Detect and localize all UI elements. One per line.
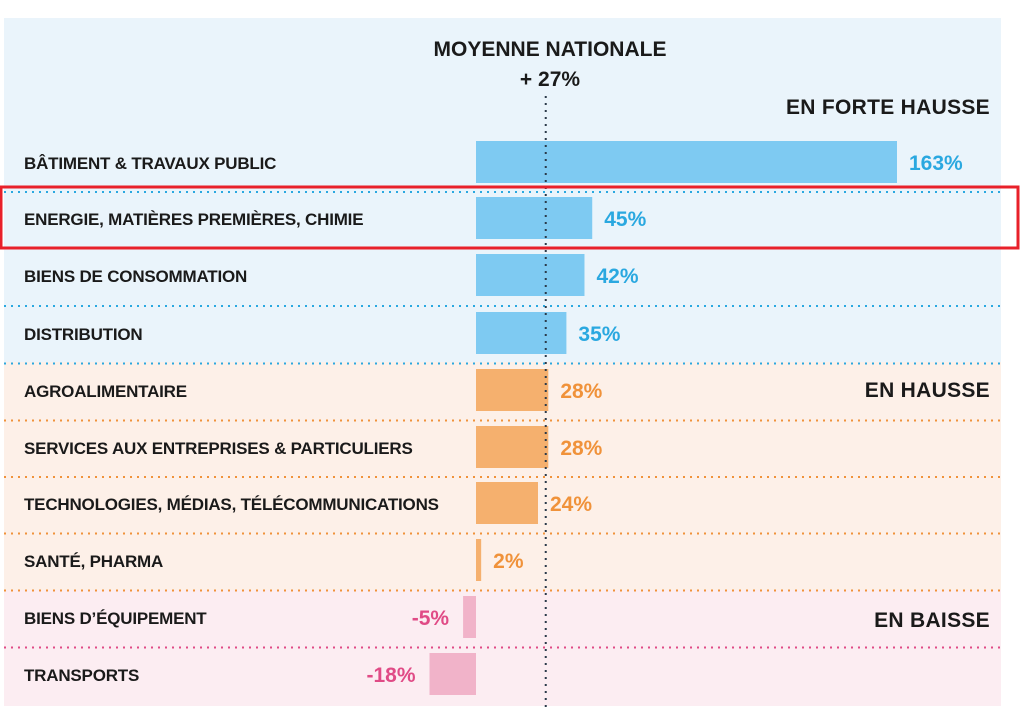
category-label: DISTRIBUTION (24, 325, 142, 344)
category-label: AGROALIMENTAIRE (24, 382, 187, 401)
bar-7 (476, 482, 538, 524)
average-title: MOYENNE NATIONALE (434, 38, 667, 61)
value-label: 35% (578, 323, 620, 346)
bar-3 (476, 254, 585, 296)
value-label: 28% (560, 437, 602, 460)
section-label-forte: EN FORTE HAUSSE (786, 96, 990, 119)
section-label-hausse: EN HAUSSE (865, 379, 990, 402)
category-label: TECHNOLOGIES, MÉDIAS, TÉLÉCOMMUNICATIONS (24, 495, 439, 514)
value-label: -18% (366, 664, 415, 687)
category-label: BÂTIMENT & TRAVAUX PUBLIC (24, 154, 276, 173)
value-label: 163% (909, 152, 963, 175)
category-label: TRANSPORTS (24, 666, 139, 685)
category-label: ENERGIE, MATIÈRES PREMIÈRES, CHIMIE (24, 210, 363, 229)
section-labels: EN FORTE HAUSSE EN HAUSSE EN BAISSE (786, 96, 990, 632)
bar-8 (476, 539, 482, 581)
bar-5 (476, 369, 549, 411)
section-background-forte (4, 18, 1001, 362)
value-label: 28% (560, 380, 602, 403)
bars (429, 141, 897, 695)
value-label: 42% (596, 265, 638, 288)
value-labels: 163% 45% 42% 35% 28% 28% 24% 2% -5% -18% (366, 152, 963, 687)
value-label: 45% (604, 208, 646, 231)
highlight-box (0, 185, 1020, 250)
category-label: BIENS DE CONSOMMATION (24, 267, 247, 286)
bar-1 (476, 141, 897, 183)
value-label: 24% (550, 493, 592, 516)
bar-10 (429, 653, 476, 695)
bar-6 (476, 426, 549, 468)
section-backgrounds (4, 18, 1001, 706)
average-line-group: MOYENNE NATIONALE + 27% (434, 38, 667, 708)
highlight-layer (0, 185, 1020, 250)
average-value-label: + 27% (520, 68, 580, 91)
category-label: BIENS D’ÉQUIPEMENT (24, 609, 207, 628)
value-label: 2% (493, 550, 524, 573)
bar-2 (476, 197, 593, 239)
section-label-baisse: EN BAISSE (874, 609, 990, 632)
bar-9 (463, 596, 476, 638)
category-labels: BÂTIMENT & TRAVAUX PUBLIC ENERGIE, MATIÈR… (24, 154, 439, 685)
bar-4 (476, 312, 567, 354)
category-label: SERVICES AUX ENTREPRISES & PARTICULIERS (24, 439, 413, 458)
category-label: SANTÉ, PHARMA (24, 552, 163, 571)
value-label: -5% (412, 607, 450, 630)
